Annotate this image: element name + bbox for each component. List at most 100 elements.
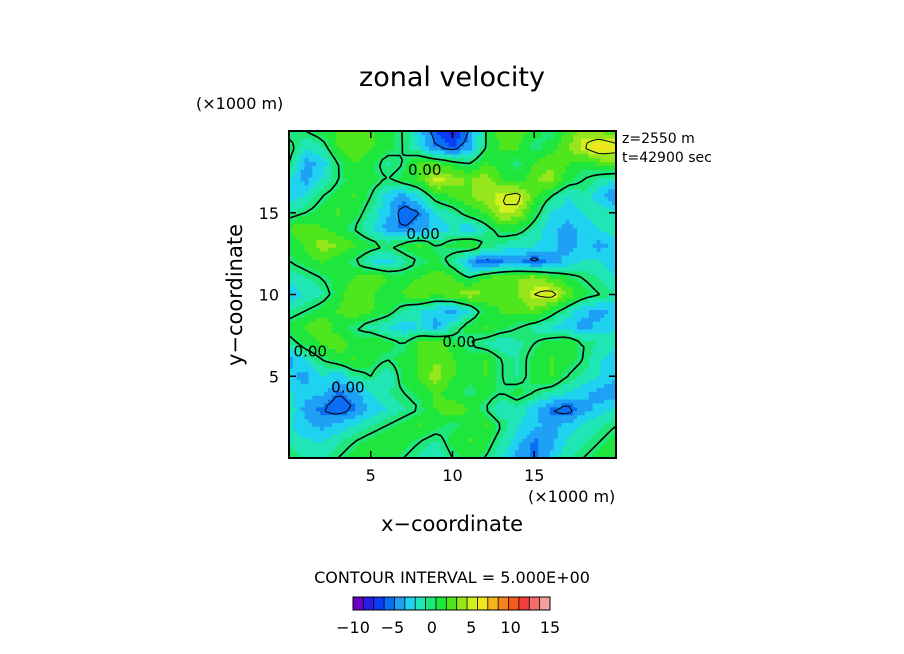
- heatmap-cell: [331, 329, 337, 335]
- heatmap-cell: [561, 255, 566, 261]
- heatmap-cell: [425, 317, 430, 323]
- heatmap-cell: [514, 134, 520, 140]
- heatmap-cell: [569, 310, 574, 315]
- heatmap-cell: [339, 173, 345, 179]
- heatmap-cell: [405, 162, 411, 167]
- heatmap-cell: [553, 251, 559, 257]
- heatmap-cell: [534, 158, 539, 163]
- heatmap-cell: [292, 154, 298, 159]
- heatmap-cell: [429, 228, 434, 233]
- heatmap-cell: [374, 349, 380, 354]
- heatmap-cell: [436, 134, 442, 140]
- heatmap-cell: [584, 352, 590, 358]
- heatmap-cell: [394, 212, 399, 218]
- heatmap-cell: [534, 228, 539, 233]
- heatmap-cell: [468, 345, 473, 350]
- heatmap-cell: [475, 189, 481, 194]
- heatmap-cell: [409, 329, 415, 335]
- heatmap-cell: [300, 166, 306, 171]
- heatmap-cell: [456, 177, 461, 183]
- heatmap-cell: [580, 278, 586, 284]
- heatmap-cell: [456, 142, 461, 148]
- heatmap-cell: [421, 134, 426, 140]
- heatmap-cell: [320, 158, 325, 163]
- heatmap-cell: [296, 134, 302, 140]
- heatmap-cell: [580, 263, 586, 268]
- heatmap-cell: [398, 162, 403, 167]
- heatmap-cell: [390, 333, 395, 338]
- heatmap-cell: [503, 302, 508, 307]
- heatmap-cell: [433, 349, 438, 354]
- heatmap-cell: [343, 243, 348, 249]
- heatmap-cell: [316, 166, 321, 171]
- heatmap-cell: [429, 220, 434, 226]
- heatmap-cell: [382, 278, 387, 284]
- heatmap-cell: [440, 294, 446, 299]
- heatmap-cell: [425, 142, 430, 148]
- heatmap-cell: [417, 224, 422, 229]
- heatmap-cell: [296, 162, 302, 167]
- heatmap-cell: [374, 131, 380, 136]
- heatmap-cell: [370, 177, 376, 183]
- heatmap-cell: [355, 228, 360, 233]
- heatmap-cell: [464, 286, 469, 292]
- heatmap-cell: [522, 267, 528, 272]
- heatmap-cell: [386, 341, 391, 346]
- heatmap-cell: [429, 321, 434, 327]
- heatmap-cell: [549, 208, 555, 214]
- heatmap-cell: [327, 154, 333, 159]
- heatmap-cell: [351, 181, 356, 187]
- heatmap-cell: [355, 236, 360, 241]
- heatmap-cell: [366, 263, 372, 268]
- heatmap-cell: [370, 185, 376, 190]
- heatmap-cell: [409, 341, 415, 346]
- heatmap-cell: [425, 345, 430, 350]
- heatmap-cell: [390, 189, 395, 194]
- heatmap-cell: [405, 278, 411, 284]
- heatmap-cell: [351, 197, 356, 202]
- heatmap-cell: [409, 278, 415, 284]
- heatmap-cell: [335, 189, 341, 194]
- heatmap-cell: [390, 360, 395, 366]
- heatmap-cell: [378, 138, 384, 144]
- heatmap-cell: [592, 341, 598, 346]
- heatmap-cell: [343, 240, 348, 245]
- heatmap-cell: [538, 193, 543, 198]
- heatmap-cell: [588, 224, 594, 229]
- heatmap-cell: [553, 134, 559, 140]
- heatmap-cell: [343, 325, 348, 331]
- heatmap-cell: [514, 185, 520, 190]
- heatmap-cell: [549, 185, 555, 190]
- heatmap-cell: [421, 131, 426, 136]
- heatmap-cell: [390, 294, 395, 299]
- heatmap-cell: [386, 173, 391, 179]
- heatmap-cell: [398, 267, 403, 272]
- heatmap-cell: [483, 298, 489, 303]
- heatmap-cell: [460, 236, 465, 241]
- heatmap-cell: [608, 282, 613, 288]
- heatmap-cell: [440, 204, 446, 210]
- heatmap-cell: [495, 306, 500, 311]
- heatmap-cell: [584, 232, 590, 237]
- heatmap-cell: [378, 146, 384, 152]
- heatmap-cell: [604, 134, 609, 140]
- heatmap-cell: [448, 169, 454, 175]
- heatmap-cell: [557, 177, 563, 183]
- heatmap-cell: [596, 349, 602, 354]
- heatmap-cell: [503, 201, 508, 206]
- heatmap-cell: [507, 220, 512, 226]
- heatmap-cell: [475, 158, 481, 163]
- heatmap-cell: [444, 208, 450, 214]
- heatmap-cell: [534, 337, 539, 342]
- heatmap-cell: [510, 154, 516, 159]
- heatmap-cell: [456, 345, 461, 350]
- heatmap-cell: [561, 275, 566, 280]
- heatmap-cell: [413, 177, 419, 183]
- heatmap-cell: [569, 158, 574, 163]
- heatmap-cell: [433, 158, 438, 163]
- heatmap-cell: [433, 333, 438, 338]
- heatmap-cell: [304, 166, 310, 171]
- heatmap-cell: [335, 356, 341, 362]
- heatmap-cell: [382, 356, 387, 362]
- heatmap-cell: [569, 294, 574, 299]
